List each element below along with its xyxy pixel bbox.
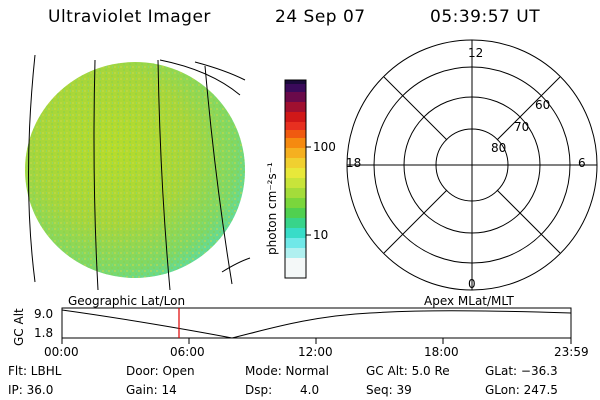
- polar-plot: [346, 39, 598, 291]
- x-tick-2359: 23:59: [554, 345, 589, 359]
- glon-info: GLon: 247.5: [485, 383, 558, 397]
- altitude-timeline: [61, 307, 572, 344]
- x-tick-1200: 12:00: [298, 345, 333, 359]
- y-tick-9: 9.0: [34, 307, 54, 321]
- seq-info: Seq: 39: [366, 383, 412, 397]
- time-label: 05:39:57 UT: [430, 7, 541, 27]
- instrument-title: Ultraviolet Imager: [48, 7, 211, 27]
- gc-alt-axis-title: GC Alt: [12, 308, 26, 346]
- lat-label-70: 70: [514, 120, 530, 134]
- gc-alt-info: GC Alt: 5.0 Re: [366, 364, 450, 378]
- x-tick-1800: 18:00: [424, 345, 459, 359]
- dsp-label: Dsp:: [245, 383, 273, 397]
- colorbar-tick-10: 10: [313, 228, 329, 242]
- mlt-label-18: 18: [346, 156, 362, 170]
- color-bar: [284, 79, 311, 279]
- ip-info: IP: 36.0: [8, 383, 54, 397]
- colorbar-unit-label: photon cm⁻²s⁻¹: [265, 162, 279, 255]
- colorbar-tick-100: 100: [313, 140, 336, 154]
- x-tick-0600: 06:00: [170, 345, 205, 359]
- uvi-image: [25, 54, 251, 291]
- date-label: 24 Sep 07: [275, 7, 366, 27]
- door-info: Door: Open: [126, 364, 195, 378]
- mode-info: Mode: Normal: [245, 364, 329, 378]
- glat-info: GLat: −36.3: [485, 364, 558, 378]
- lat-label-80: 80: [491, 141, 507, 155]
- apex-label: Apex MLat/MLT: [424, 294, 514, 308]
- lat-label-60: 60: [535, 98, 551, 112]
- gain-info: Gain: 14: [126, 383, 177, 397]
- x-tick-0000: 00:00: [44, 345, 79, 359]
- mlt-label-0: 0: [468, 277, 476, 291]
- dsp-value: 4.0: [300, 383, 320, 397]
- y-tick-1-8: 1.8: [34, 326, 54, 340]
- mlt-label-6: 6: [578, 156, 586, 170]
- mlt-label-12: 12: [468, 46, 484, 60]
- geographic-label: Geographic Lat/Lon: [68, 294, 186, 308]
- filter-info: Flt: LBHL: [8, 364, 62, 378]
